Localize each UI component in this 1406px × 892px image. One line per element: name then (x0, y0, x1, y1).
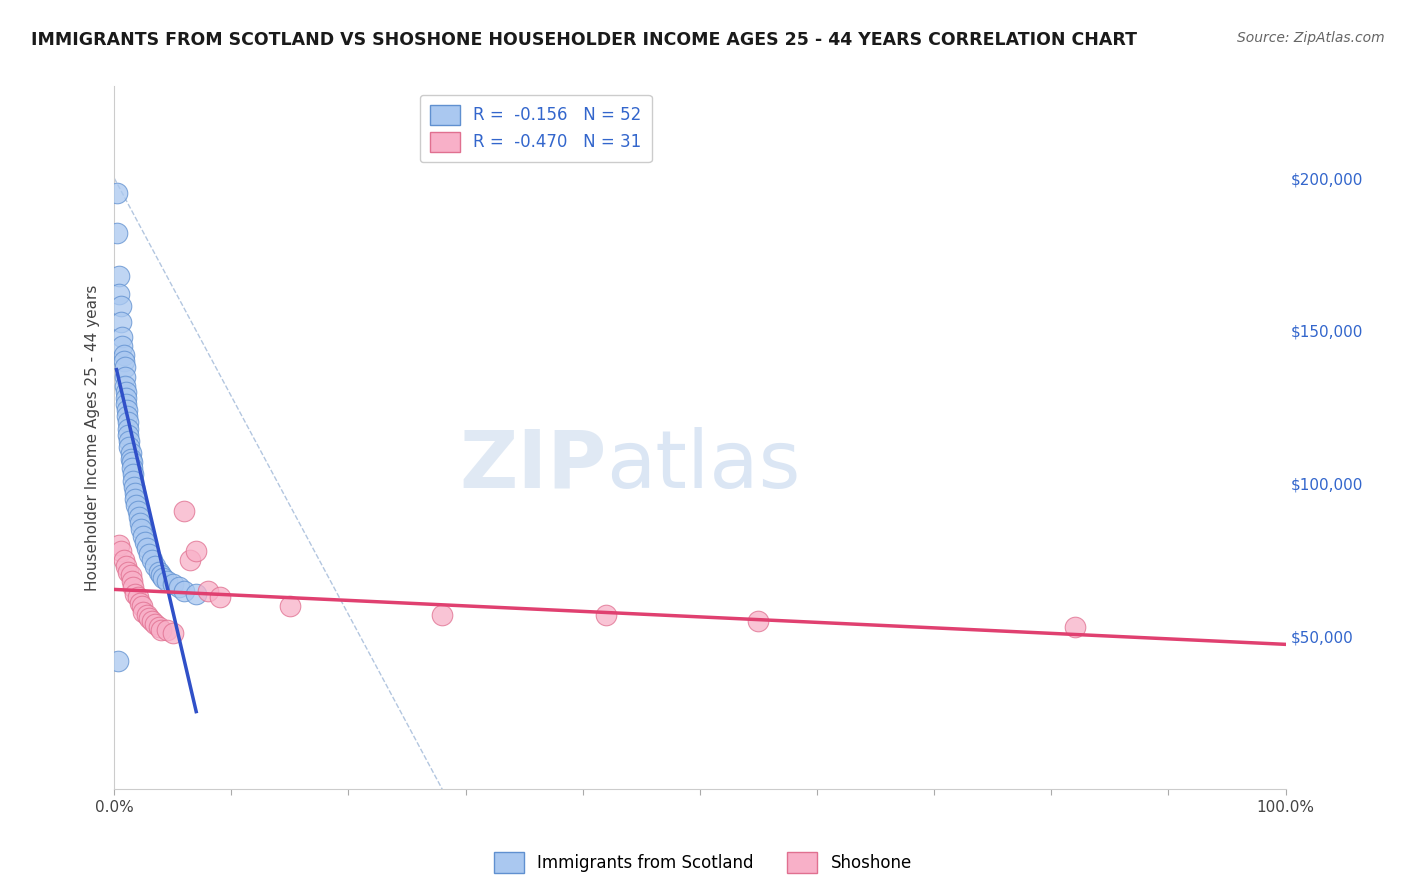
Point (141, 553, 163, 567)
Point (118, 434, 141, 448)
Point (150, 624, 173, 638)
Point (121, 574, 143, 589)
Point (131, 599, 153, 613)
Point (132, 528, 155, 542)
Point (156, 574, 179, 589)
Point (138, 547, 160, 561)
Point (179, 553, 201, 567)
Text: IMMIGRANTS FROM SCOTLAND VS SHOSHONE HOUSEHOLDER INCOME AGES 25 - 44 YEARS CORRE: IMMIGRANTS FROM SCOTLAND VS SHOSHONE HOU… (31, 31, 1137, 49)
Point (197, 583, 219, 598)
Point (117, 427, 139, 442)
Point (132, 605, 155, 619)
Point (117, 565, 139, 579)
Point (120, 568, 142, 582)
Point (105, 186, 128, 201)
Point (122, 474, 145, 488)
Point (143, 617, 166, 632)
Point (111, 330, 134, 344)
Point (110, 543, 132, 558)
Point (186, 543, 208, 558)
Point (114, 369, 136, 384)
Point (162, 577, 184, 591)
Point (108, 287, 131, 301)
Point (105, 226, 128, 240)
Legend: R =  -0.156   N = 52, R =  -0.470   N = 31: R = -0.156 N = 52, R = -0.470 N = 31 (420, 95, 652, 162)
Point (115, 409, 138, 424)
Point (148, 620, 170, 634)
Text: Source: ZipAtlas.com: Source: ZipAtlas.com (1237, 31, 1385, 45)
Point (173, 583, 195, 598)
Point (115, 559, 138, 574)
Point (128, 510, 150, 524)
Point (112, 553, 135, 567)
Point (124, 586, 146, 600)
Point (278, 599, 301, 613)
Point (108, 538, 131, 552)
Point (121, 461, 143, 475)
Point (114, 360, 136, 375)
Point (111, 339, 134, 353)
Point (173, 504, 195, 518)
Point (115, 397, 138, 411)
Point (167, 581, 190, 595)
Point (595, 607, 617, 622)
Point (124, 491, 146, 506)
Point (122, 480, 145, 494)
Point (432, 607, 454, 622)
Point (124, 485, 146, 500)
Point (141, 614, 163, 628)
Point (125, 498, 148, 512)
Point (208, 590, 231, 604)
Point (162, 626, 184, 640)
Point (118, 440, 141, 454)
Point (127, 504, 149, 518)
Point (120, 452, 142, 467)
Point (186, 586, 208, 600)
Point (129, 516, 152, 531)
Point (112, 348, 135, 362)
Point (117, 416, 139, 430)
Point (110, 299, 132, 313)
Point (1063, 620, 1085, 634)
Point (115, 403, 138, 417)
Point (143, 559, 166, 574)
Point (114, 379, 136, 393)
Point (115, 384, 138, 399)
Point (156, 624, 179, 638)
Point (129, 523, 152, 537)
Point (122, 467, 145, 482)
Point (136, 541, 159, 555)
Point (747, 614, 769, 628)
Y-axis label: Householder Income Ages 25 - 44 years: Householder Income Ages 25 - 44 years (86, 285, 100, 591)
Point (129, 596, 152, 610)
Point (148, 565, 170, 579)
Point (112, 354, 135, 368)
Text: atlas: atlas (606, 427, 800, 505)
Text: ZIP: ZIP (458, 427, 606, 505)
Point (150, 568, 173, 582)
Point (136, 607, 159, 622)
Point (152, 571, 174, 585)
Point (121, 455, 143, 469)
Point (108, 268, 131, 283)
Point (117, 421, 139, 435)
Point (120, 446, 142, 460)
Point (107, 654, 129, 668)
Point (127, 590, 149, 604)
Legend: Immigrants from Scotland, Shoshone: Immigrants from Scotland, Shoshone (488, 846, 918, 880)
Point (138, 611, 160, 625)
Point (122, 581, 145, 595)
Point (110, 315, 132, 329)
Point (115, 391, 138, 405)
Point (134, 534, 156, 549)
